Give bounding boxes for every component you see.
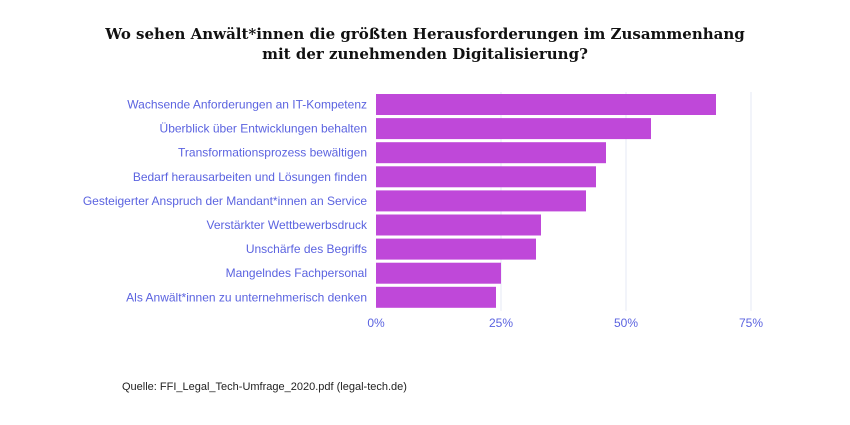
category-label-6: Verstärkter Wettbewerbsdruck <box>206 218 368 232</box>
bar-4 <box>376 166 596 188</box>
category-label-1: Wachsende Anforderungen an IT-Kompetenz <box>127 98 367 112</box>
category-label-7: Unschärfe des Begriffs <box>246 242 367 256</box>
x-tick-label-50: 50% <box>614 316 638 330</box>
bar-8 <box>376 262 501 284</box>
bar-3 <box>376 142 606 164</box>
bar-2 <box>376 118 651 140</box>
source-note: Quelle: FFI_Legal_Tech-Umfrage_2020.pdf … <box>122 381 407 393</box>
x-tick-label-0: 0% <box>367 316 385 330</box>
category-label-5: Gesteigerter Anspruch der Mandant*innen … <box>83 194 367 208</box>
category-label-8: Mangelndes Fachpersonal <box>226 266 367 280</box>
category-label-9: Als Anwält*innen zu unternehmerisch denk… <box>126 290 367 304</box>
category-label-3: Transformationsprozess bewältigen <box>178 146 367 160</box>
bar-7 <box>376 238 536 260</box>
x-tick-label-25: 25% <box>489 316 513 330</box>
bar-5 <box>376 190 586 212</box>
bar-9 <box>376 286 496 308</box>
bar-6 <box>376 214 541 236</box>
bar-1 <box>376 94 716 115</box>
chart-title-line-2: mit der zunehmenden Digitalisierung? <box>262 45 588 63</box>
chart-title: Wo sehen Anwält*innen die größten Heraus… <box>0 24 850 64</box>
x-tick-label-75: 75% <box>739 316 763 330</box>
category-label-2: Überblick über Entwicklungen behalten <box>160 122 367 136</box>
category-label-4: Bedarf herausarbeiten und Lösungen finde… <box>133 170 367 184</box>
chart-title-line-1: Wo sehen Anwält*innen die größten Heraus… <box>105 25 745 43</box>
